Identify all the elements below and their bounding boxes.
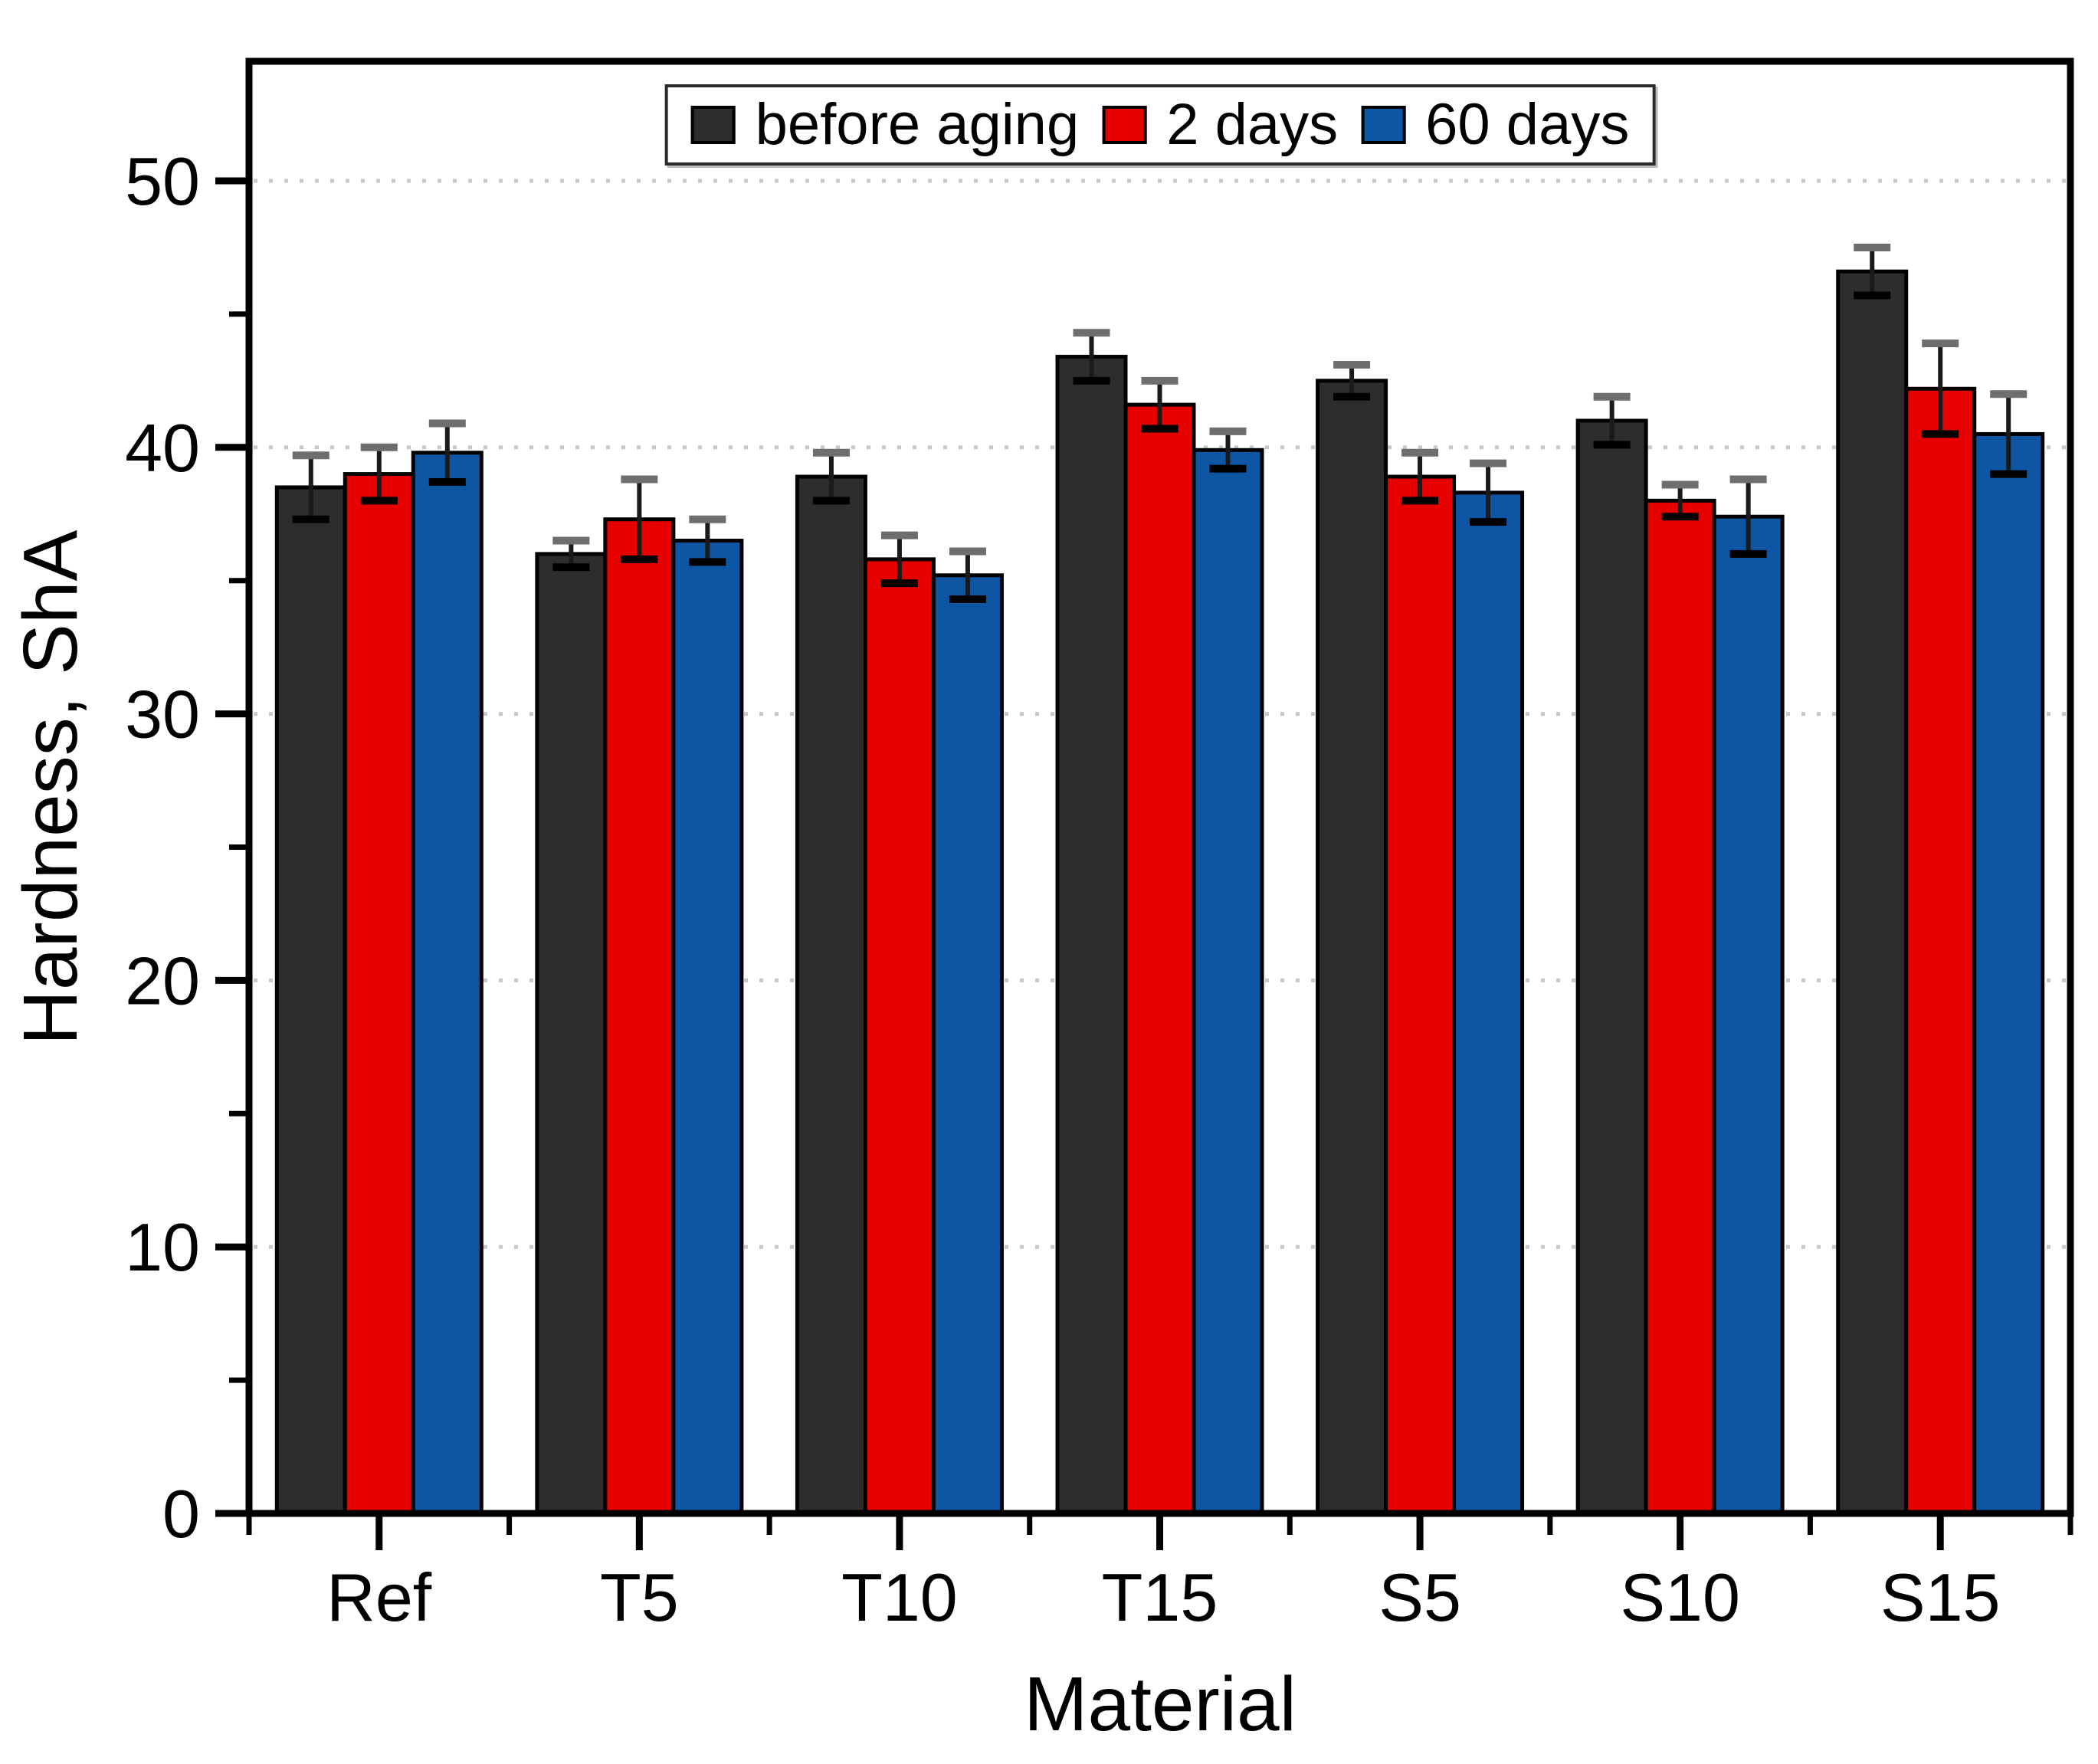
bar xyxy=(1316,379,1388,1516)
legend-marker-60-days-icon xyxy=(1361,106,1406,144)
legend-item-60-days: 60 days xyxy=(1361,96,1629,154)
legend-label-2-days: 2 days xyxy=(1166,92,1339,157)
bar xyxy=(1192,448,1264,1516)
y-tick-label: 30 xyxy=(125,677,200,752)
x-tick-label: T10 xyxy=(841,1559,958,1635)
bar xyxy=(931,573,1004,1516)
bar xyxy=(1123,402,1196,1516)
y-tick-label: 20 xyxy=(125,943,200,1018)
y-tick-label: 50 xyxy=(125,143,200,219)
x-tick-label: S10 xyxy=(1620,1559,1740,1635)
legend-label-60-days: 60 days xyxy=(1425,92,1630,157)
bar xyxy=(863,557,936,1516)
bar xyxy=(274,485,347,1516)
y-tick-label: 10 xyxy=(125,1209,200,1285)
axes: 0 10 20 30 40 50 Ref T5 T10 T15 S5 S10 S15 xyxy=(125,57,2074,1635)
x-tick-label: Ref xyxy=(326,1559,431,1635)
legend: before aging 2 days 60 days xyxy=(664,84,1656,166)
bar xyxy=(1575,418,1648,1516)
legend-label-before-aging: before aging xyxy=(755,92,1080,157)
bar xyxy=(535,552,608,1516)
legend-item-before-aging: before aging xyxy=(690,92,1080,157)
bar xyxy=(603,517,676,1516)
y-tick-label: 40 xyxy=(125,410,200,486)
bar xyxy=(795,474,867,1516)
y-axis-title: Hardness, ShA xyxy=(8,530,93,1045)
bar xyxy=(411,451,484,1516)
bar xyxy=(1836,269,1909,1516)
bar xyxy=(343,472,415,1516)
legend-marker-2-days-icon xyxy=(1102,106,1147,144)
bar xyxy=(1712,514,1785,1516)
x-tick-label: T5 xyxy=(600,1559,679,1635)
x-axis-title: Material xyxy=(1024,1661,1296,1747)
y-tick-label: 0 xyxy=(162,1476,200,1552)
legend-marker-before-aging-icon xyxy=(690,106,736,144)
bars xyxy=(274,243,2045,1516)
bar xyxy=(671,539,744,1516)
x-tick-label: T15 xyxy=(1102,1559,1218,1635)
bar xyxy=(1055,355,1128,1516)
x-tick-label: S15 xyxy=(1880,1559,2001,1635)
x-tick-label: S5 xyxy=(1378,1559,1461,1635)
bar xyxy=(1904,386,1977,1516)
bar xyxy=(1644,498,1716,1516)
legend-item-2-days: 2 days xyxy=(1102,96,1338,154)
bar xyxy=(1972,431,2045,1516)
bar xyxy=(1452,490,1525,1516)
bar xyxy=(1384,474,1457,1516)
